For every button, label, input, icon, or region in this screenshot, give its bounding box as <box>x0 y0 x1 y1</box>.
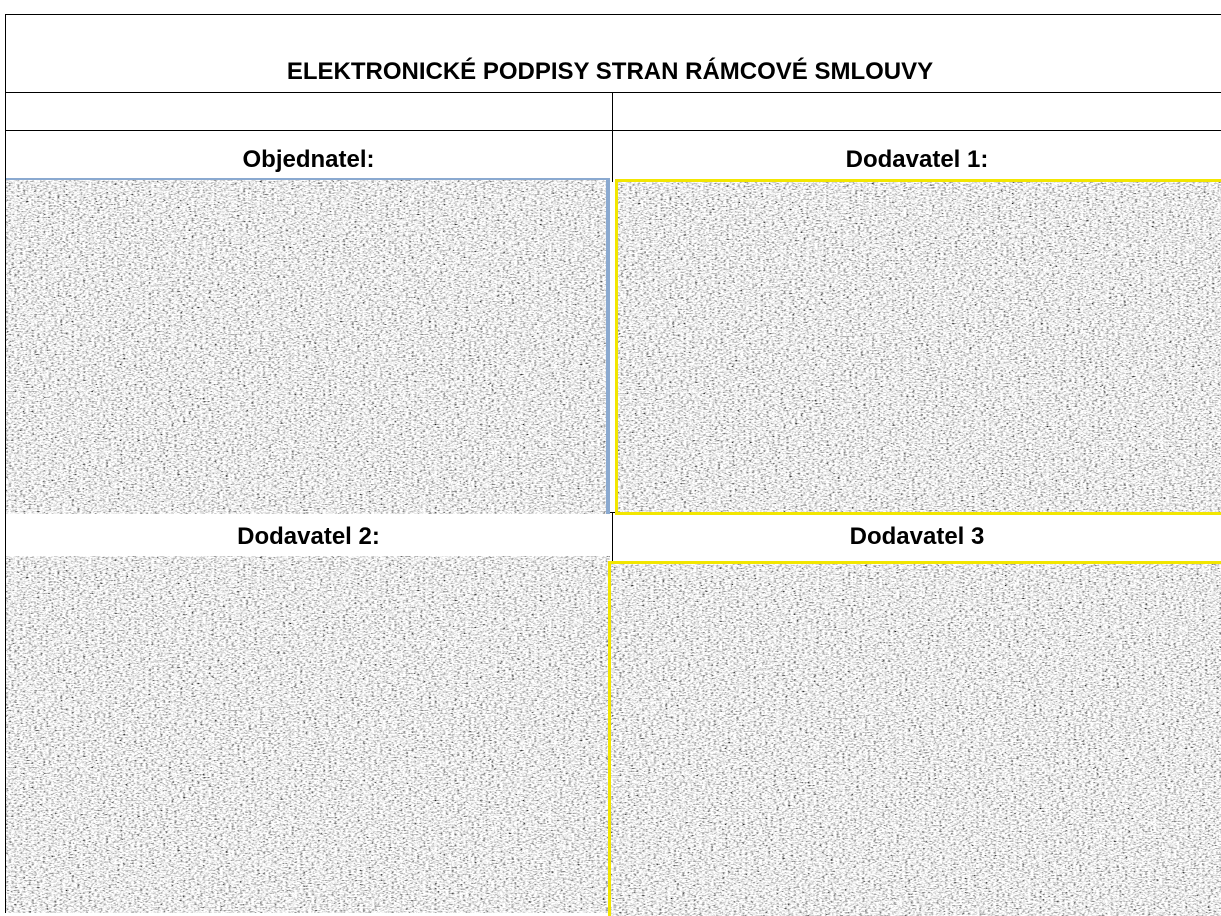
signature-image <box>6 178 610 514</box>
noise <box>6 180 610 514</box>
signature-label: Objednatel: <box>5 145 612 175</box>
noise <box>611 564 1221 916</box>
signature-label: Dodavatel 3 <box>613 522 1221 552</box>
border <box>5 14 1221 15</box>
signature-label: Dodavatel 1: <box>613 145 1221 175</box>
title: ELEKTRONICKÉ PODPISY STRAN RÁMCOVÉ SMLOU… <box>5 57 1215 87</box>
border <box>5 92 1221 93</box>
signature-image <box>608 561 1221 916</box>
page: {"header": {"title": "ELEKTRONICKÉ PODPI… <box>0 0 1221 913</box>
signature-label: Dodavatel 2: <box>5 522 612 552</box>
noise <box>6 556 610 913</box>
noise <box>618 182 1221 515</box>
signature-image <box>615 179 1221 515</box>
border <box>5 130 1221 131</box>
signature-image <box>6 556 610 913</box>
